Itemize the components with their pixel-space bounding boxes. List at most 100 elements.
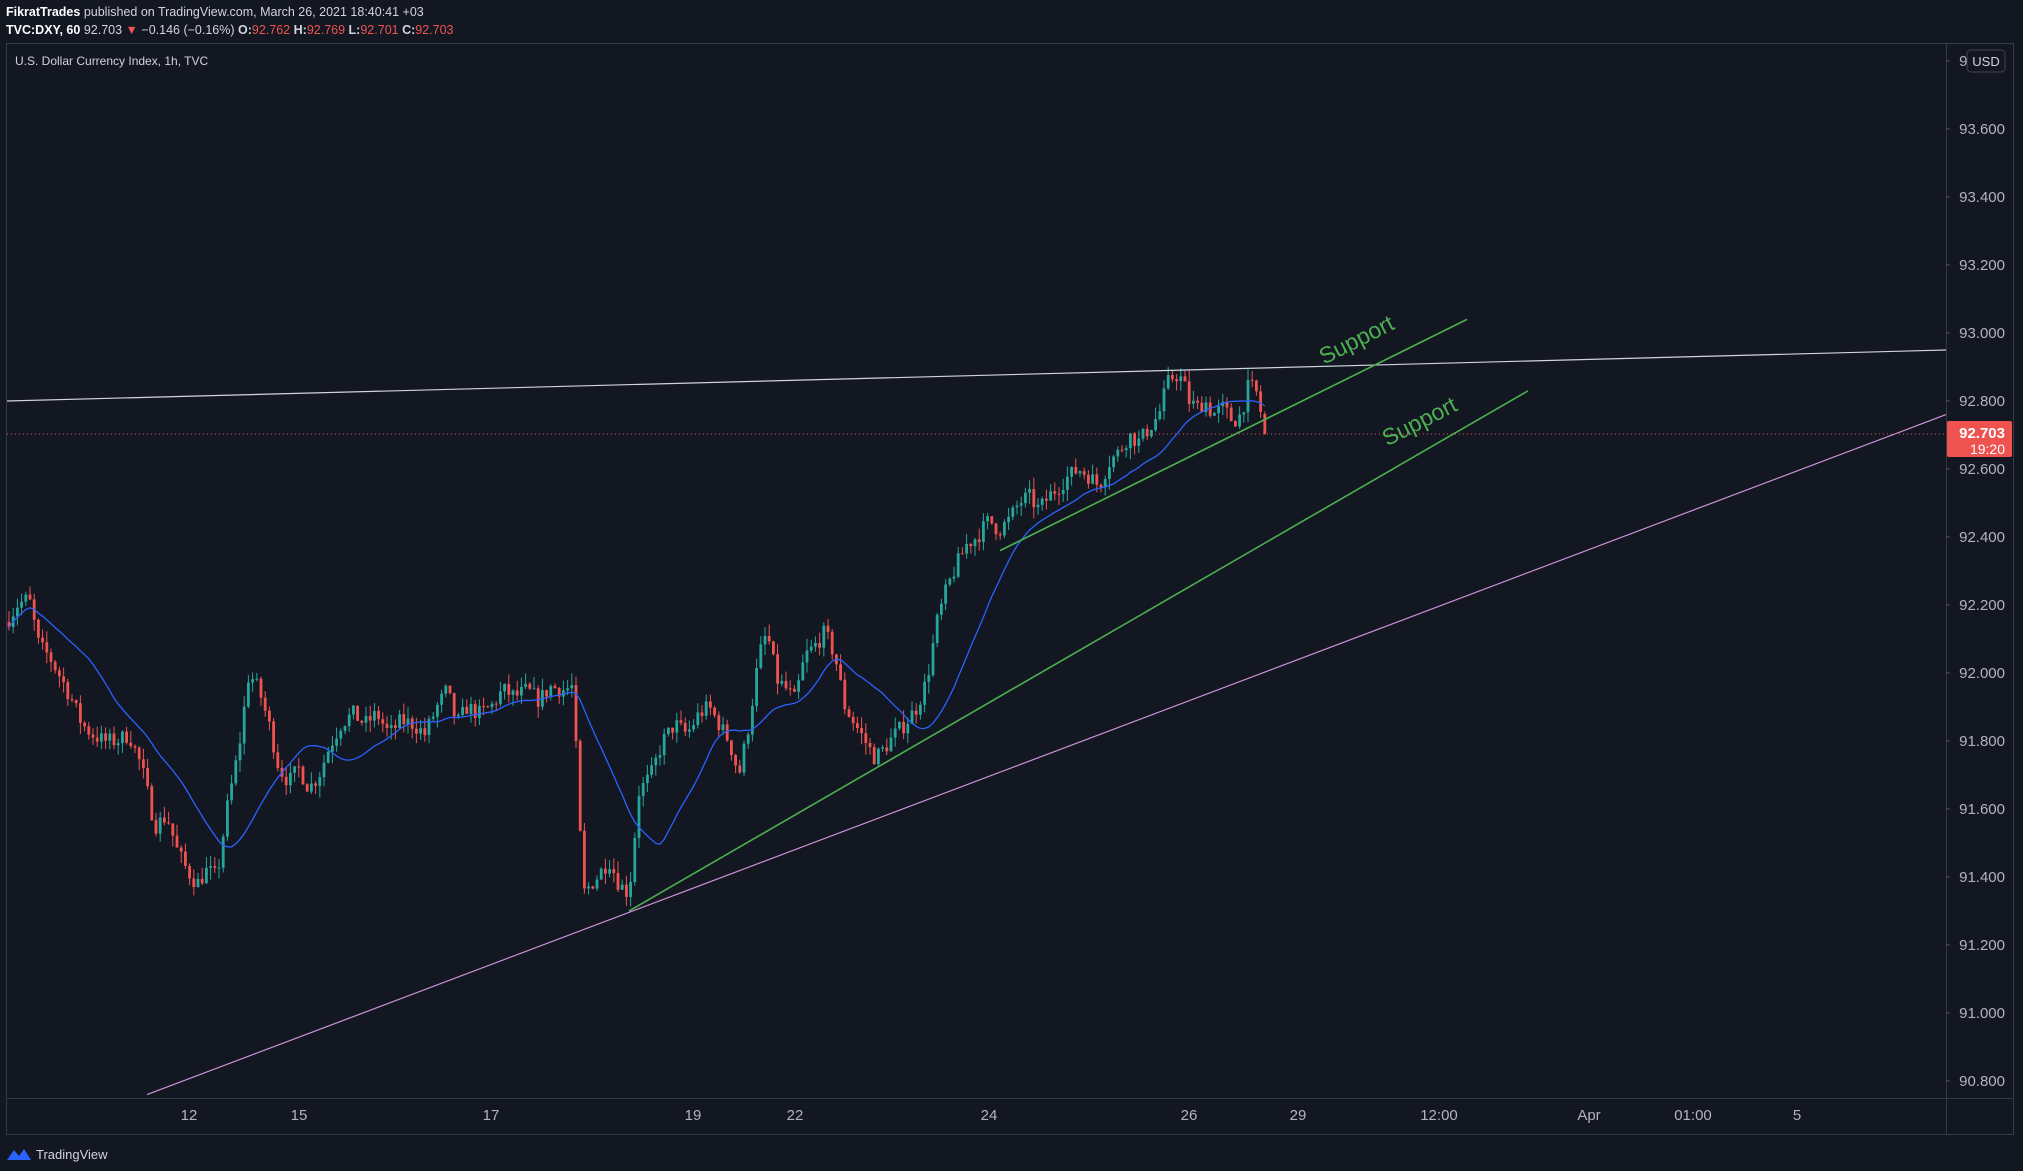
candle-body [154, 820, 158, 834]
candle-body [415, 728, 418, 734]
candle-body [28, 594, 32, 600]
candle-body [335, 738, 338, 746]
candle-body [142, 759, 145, 768]
candle-body [1078, 471, 1082, 474]
candle-body [944, 584, 947, 604]
candle-body [704, 701, 708, 716]
candle-body [906, 723, 910, 734]
candle-body [1192, 400, 1195, 404]
last-price-value: 92.703 [1959, 425, 2005, 442]
candle-body [1116, 449, 1120, 457]
candle-body [499, 691, 502, 704]
candle-body [1250, 379, 1254, 381]
candle-body [1045, 498, 1048, 501]
candle-body [860, 728, 863, 734]
candle-body [234, 760, 238, 784]
candle-body [780, 680, 784, 684]
candle-body [956, 553, 960, 577]
candle-body [961, 553, 964, 555]
candle-body [188, 865, 191, 879]
candle-body [973, 539, 977, 547]
candle-body [998, 534, 1002, 536]
candle-body [809, 646, 813, 651]
candle-body [116, 743, 120, 746]
candle-body [192, 878, 196, 888]
candle-body [948, 578, 952, 585]
candle-body [373, 710, 376, 721]
candle-body [524, 683, 527, 687]
candle-body [1246, 379, 1250, 413]
candle-body [839, 664, 842, 680]
candle-body [1150, 430, 1153, 437]
candle-body [620, 884, 624, 890]
support-upper-trendline [999, 318, 1468, 552]
candle-body [1171, 375, 1174, 380]
candle-body [515, 690, 519, 696]
candle-body [1091, 474, 1094, 484]
candle-body [440, 693, 443, 705]
candle-body [864, 733, 868, 743]
price-tick-label: 92.200 [1959, 597, 2005, 614]
price-tick-label: 93.200 [1959, 257, 2005, 274]
candle-body [692, 724, 695, 730]
candle-body [230, 783, 233, 801]
candle-body [1124, 448, 1128, 451]
candle-body [419, 728, 422, 734]
candle-body [721, 724, 725, 731]
candle-body [776, 654, 779, 684]
candle-body [1070, 466, 1073, 477]
author-name[interactable]: FikratTrades [6, 5, 81, 19]
candle-body [213, 866, 217, 868]
candle-body [822, 625, 826, 648]
candle-body [368, 715, 372, 721]
candle-body [587, 886, 590, 889]
candle-body [104, 733, 107, 741]
close-label: C: [402, 23, 416, 37]
candle-body [179, 847, 183, 852]
candle-body [167, 822, 170, 824]
currency-button[interactable]: USD [1966, 49, 2006, 73]
candle-body [923, 681, 926, 705]
candle-body [982, 521, 985, 543]
candle-body [217, 867, 221, 869]
candle-body [1259, 391, 1262, 412]
chart-canvas[interactable]: U.S. Dollar Currency Index, 1h, TVC93.80… [7, 44, 2013, 1134]
candle-body [1108, 467, 1111, 479]
time-tick-label: 17 [483, 1107, 500, 1124]
chart-frame: U.S. Dollar Currency Index, 1h, TVC93.80… [6, 43, 2014, 1135]
candle-body [1129, 433, 1132, 449]
candle-body [276, 752, 280, 768]
candle-body [604, 868, 607, 874]
candle-body [935, 614, 939, 644]
candle-body [293, 766, 296, 773]
candle-body [914, 710, 918, 715]
candle-body [1028, 488, 1031, 493]
candle-body [133, 746, 137, 748]
candle-body [679, 720, 683, 723]
candle-body [625, 884, 628, 897]
candle-body [654, 757, 658, 766]
candle-body [730, 740, 733, 756]
candle-body [255, 678, 259, 680]
price-tick-label: 92.000 [1959, 665, 2005, 682]
candle-body [868, 742, 872, 747]
candle-body [146, 767, 149, 787]
candle-body [444, 685, 448, 694]
candle-body [461, 706, 464, 715]
candle-body [1221, 401, 1225, 407]
candles-group [7, 366, 1267, 907]
candle-body [473, 703, 477, 718]
candle-body [919, 704, 922, 715]
candle-body [977, 539, 981, 543]
candle-body [507, 684, 511, 695]
change-value: −0.146 (−0.16%) [141, 23, 235, 37]
candle-body [1183, 376, 1187, 382]
candle-body [713, 707, 716, 716]
candle-body [1175, 379, 1178, 382]
candle-body [318, 777, 322, 786]
candle-body [872, 746, 876, 765]
candle-body [553, 685, 557, 689]
candle-body [62, 676, 65, 683]
candle-body [856, 723, 859, 729]
footer-brand[interactable]: TradingView [6, 1144, 108, 1164]
